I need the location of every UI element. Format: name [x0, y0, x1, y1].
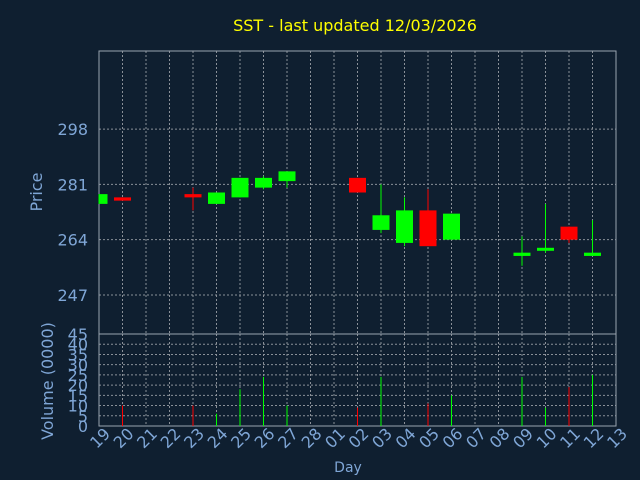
- candle-body: [184, 194, 202, 198]
- price-y-tick-label: 264: [57, 231, 88, 250]
- x-tick-label: 13: [603, 424, 631, 452]
- candles: [98, 171, 601, 266]
- price-y-tick-label: 247: [57, 286, 88, 305]
- volume-y-tick-label: 35: [68, 345, 88, 364]
- candle-body: [231, 177, 249, 198]
- chart-title: SST - last updated 12/03/2026: [233, 16, 477, 35]
- volume-y-tick-label: 20: [68, 376, 88, 395]
- candle-body: [443, 213, 460, 240]
- candle-body: [419, 210, 437, 247]
- volume-y-tick-label: 30: [68, 356, 88, 375]
- price-y-tick-label: 298: [57, 120, 88, 139]
- volume-y-tick-label: 5: [78, 407, 88, 426]
- candle-body: [99, 194, 108, 204]
- candle-body: [372, 215, 390, 230]
- candle-body: [560, 226, 578, 240]
- x-axis-label: Day: [334, 460, 362, 476]
- price-y-tick-label: 281: [57, 175, 88, 194]
- price-y-ticks: 298 281 264 247 45: [57, 120, 88, 344]
- price-axis-label: Price: [27, 172, 46, 211]
- candle-body: [396, 210, 413, 243]
- candle-body: [349, 177, 366, 193]
- volume-axis-label: Volume (0000): [38, 322, 57, 440]
- volume-y-tick-label: 10: [68, 397, 88, 416]
- volume-y-tick-label: 45: [68, 325, 88, 344]
- candle-body: [278, 171, 296, 182]
- candle-body: [584, 252, 601, 256]
- volume-y-tick-label: 40: [68, 335, 88, 354]
- candle-body: [255, 177, 272, 188]
- candle-body: [114, 197, 131, 201]
- volume-y-tick-label: 15: [68, 386, 88, 405]
- volume-y-tick-label: 0: [78, 417, 88, 436]
- candle-body: [537, 247, 554, 251]
- x-tick-labels: 1920212223242526272801020304050607080910…: [86, 424, 631, 452]
- volume-bars: [122, 374, 593, 426]
- volume-y-tick-label: 25: [68, 366, 88, 385]
- candle-body: [208, 192, 225, 204]
- candle-body: [513, 252, 531, 256]
